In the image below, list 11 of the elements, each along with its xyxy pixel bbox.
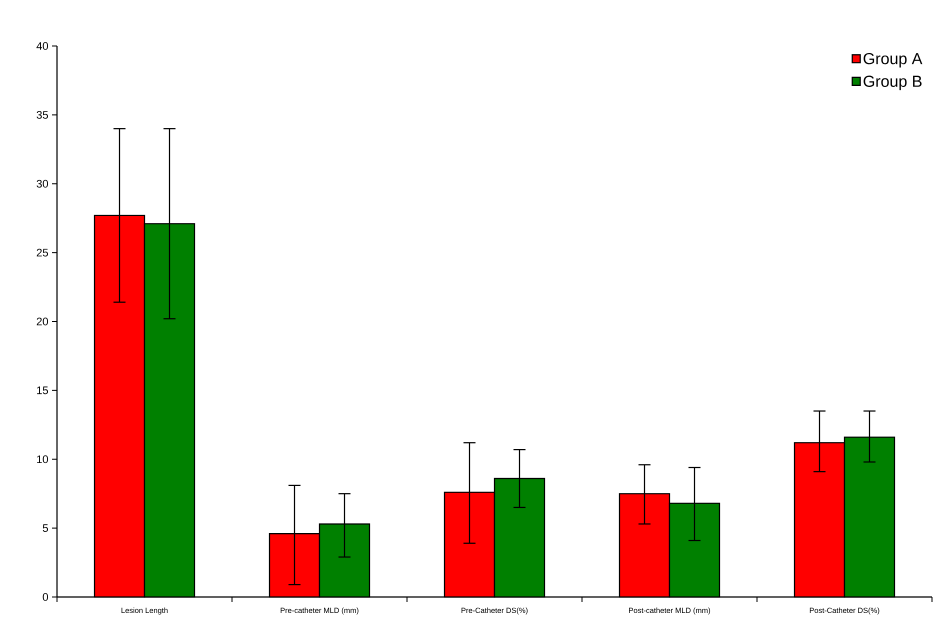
y-tick-label: 10 [37,455,48,464]
legend-label: Group B [864,76,922,90]
y-tick-label: 20 [36,318,48,326]
legend-label: Group A [864,52,922,68]
y-tick-label: 30 [36,180,48,188]
y-tick-label: 0 [42,593,48,601]
y-tick-label: 40 [36,42,48,50]
y-tick-label: 25 [36,248,48,257]
y-tick-label: 5 [42,524,48,532]
y-tick-label: 35 [36,110,48,119]
y-tick-label: 15 [37,386,48,394]
